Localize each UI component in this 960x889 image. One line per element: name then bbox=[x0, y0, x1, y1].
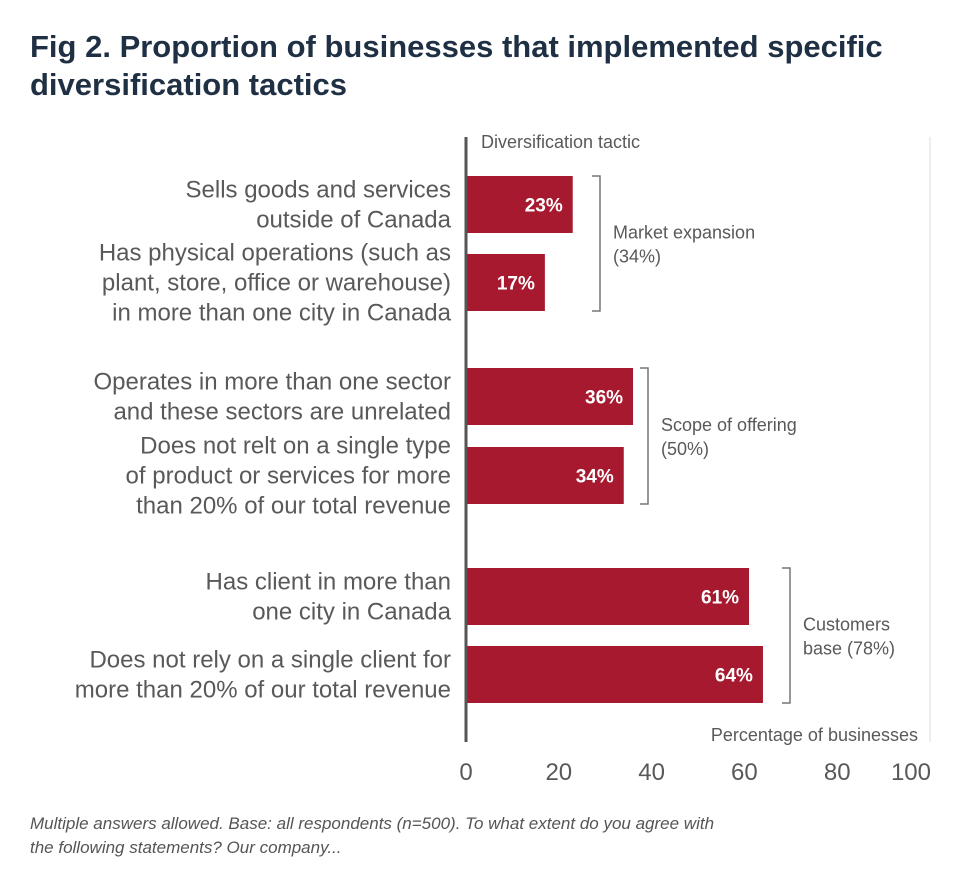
bar bbox=[466, 176, 573, 233]
bar bbox=[466, 254, 545, 311]
bar-value-label: 64% bbox=[715, 666, 753, 687]
footnote-line: Multiple answers allowed. Base: all resp… bbox=[30, 814, 715, 833]
group-label: Scope of offering (50%) bbox=[661, 415, 797, 459]
bar bbox=[466, 646, 763, 703]
x-tick-label: 80 bbox=[824, 759, 851, 786]
category-label: Sells goods and services outside of Canad… bbox=[186, 177, 452, 234]
bar bbox=[466, 368, 634, 425]
x-tick-label: 40 bbox=[638, 759, 665, 786]
bar-value-label: 34% bbox=[576, 467, 614, 488]
x-axis-label: Percentage of businesses bbox=[711, 725, 918, 745]
x-tick-label: 0 bbox=[459, 759, 472, 786]
bar bbox=[466, 568, 750, 625]
x-tick-label: 60 bbox=[731, 759, 758, 786]
group-label: Market expansion (34%) bbox=[613, 223, 755, 267]
x-tick-label: 100 bbox=[891, 759, 931, 786]
category-axis-label: Diversification tactic bbox=[481, 132, 640, 152]
bar bbox=[466, 447, 624, 504]
footnote: Multiple answers allowed. Base: all resp… bbox=[30, 812, 910, 860]
bar-value-label: 61% bbox=[701, 588, 739, 609]
bar-value-label: 17% bbox=[497, 274, 535, 295]
group-bracket bbox=[782, 567, 791, 704]
group-label: Customers base (78%) bbox=[803, 615, 895, 659]
bar-value-label: 36% bbox=[585, 388, 623, 409]
category-label: Has physical operations (such as plant, s… bbox=[99, 240, 452, 327]
x-tick-label: 20 bbox=[545, 759, 572, 786]
category-label: Does not rely on a single client for more… bbox=[75, 647, 451, 704]
group-bracket bbox=[592, 175, 601, 312]
bar-value-label: 23% bbox=[525, 196, 563, 217]
category-label: Does not relt on a single type of product… bbox=[126, 433, 451, 520]
chart-title: Fig 2. Proportion of businesses that imp… bbox=[30, 29, 883, 102]
category-label: Operates in more than one sector and thes… bbox=[93, 369, 451, 426]
category-label: Has client in more than one city in Canad… bbox=[206, 569, 452, 626]
footnote-line: the following statements? Our company... bbox=[30, 838, 342, 857]
group-bracket bbox=[640, 367, 649, 505]
